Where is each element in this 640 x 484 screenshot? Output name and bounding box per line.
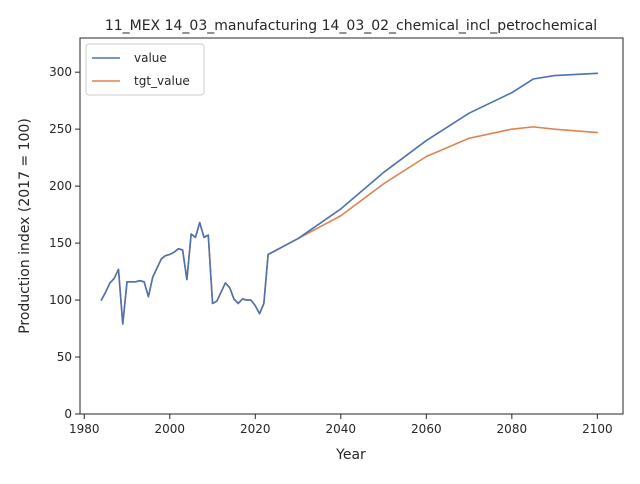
y-tick-label: 150 [49,236,72,250]
legend: value tgt_value [85,43,205,96]
y-tick-label: 50 [57,350,72,364]
y-tick-label: 100 [49,293,72,307]
plot-frame [79,37,624,415]
y-tick-label: 0 [64,407,72,421]
y-tick-label: 300 [49,65,72,79]
series-line-value [100,72,599,325]
legend-label-value: value [134,51,167,65]
x-tick-label: 2060 [411,422,442,436]
x-tick-label: 1980 [69,422,100,436]
y-axis-label: Production index (2017 = 100) [17,118,33,334]
x-tick-label: 2100 [582,422,613,436]
x-tick-label: 2020 [240,422,271,436]
series-layer [100,72,599,325]
x-axis-ticks: 1980 2000 2020 2040 2060 2080 2100 [69,414,613,436]
plot-area [80,38,623,414]
x-axis-label: Year [335,447,366,463]
x-tick-label: 2040 [326,422,357,436]
legend-label-tgt-value: tgt_value [134,74,190,88]
legend-box [85,43,205,96]
y-tick-label: 250 [49,122,72,136]
y-tick-label: 200 [49,179,72,193]
chart-title: 11_MEX 14_03_manufacturing 14_03_02_chem… [105,18,597,34]
x-tick-label: 2080 [497,422,528,436]
y-axis-ticks: 0 50 100 150 200 250 300 [49,65,80,421]
x-tick-label: 2000 [155,422,186,436]
